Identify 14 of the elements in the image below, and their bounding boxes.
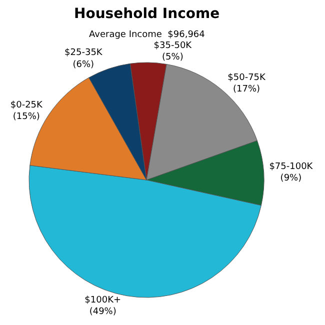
chart-title: Household Income [74,6,220,22]
slice-label: $75-100K [269,162,314,172]
data-label: (15%) [12,112,40,122]
data-label: (5%) [162,52,184,63]
data-label: (9%) [280,174,302,184]
slice-label: $50-75K [228,72,267,83]
data-label: (6%) [72,60,94,70]
data-label: (17%) [233,84,260,95]
slice-label: $100K+ [84,295,122,306]
slice-label: $35-50K [154,40,193,51]
slice-label: $0-25K [10,100,44,110]
slice-label: $25-35K [64,48,104,58]
chart-subtitle: Average Income $96,964 [89,30,206,40]
data-label: (49%) [89,307,116,318]
